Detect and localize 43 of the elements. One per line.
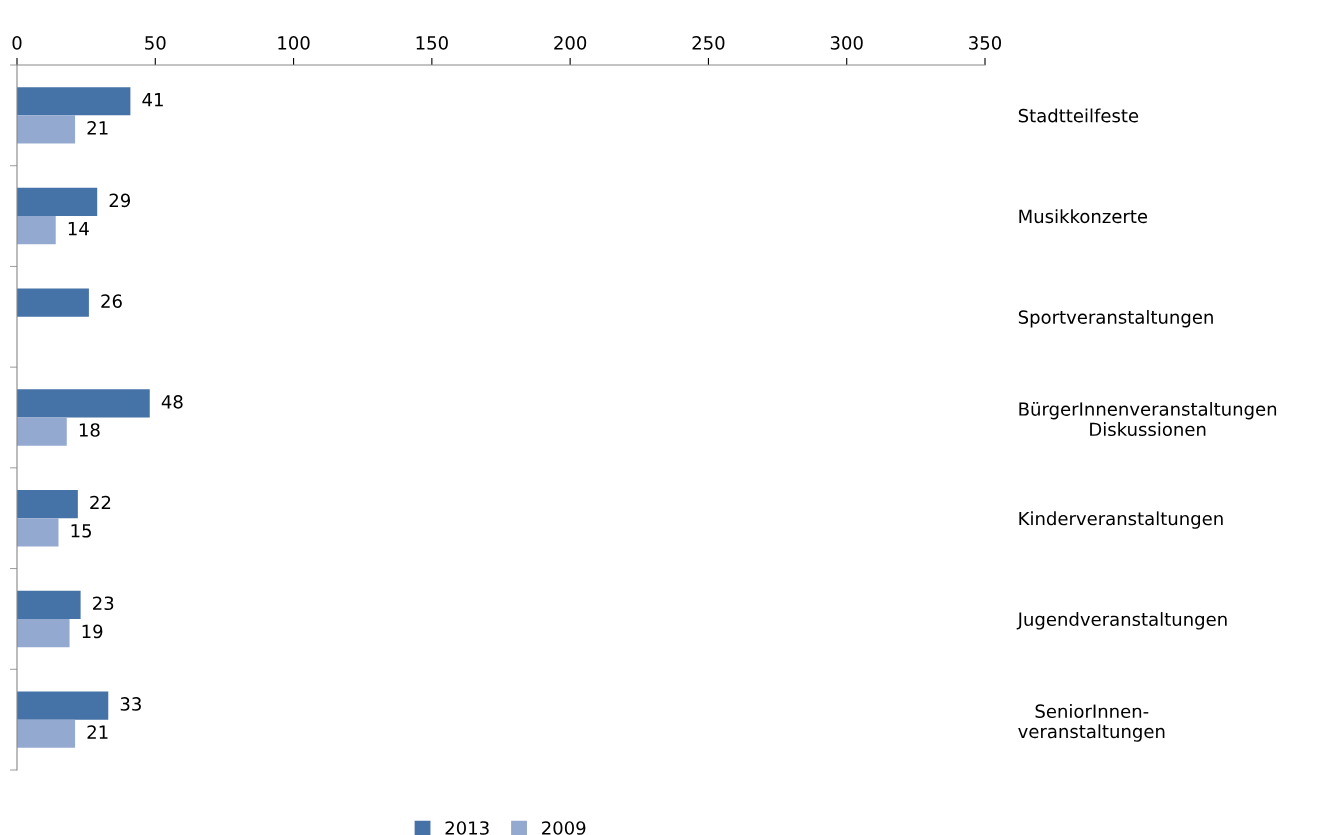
x-tick-label: 250 <box>692 36 725 50</box>
x-tick-label: 100 <box>278 36 310 50</box>
bar <box>17 518 59 547</box>
y-tick-label: Musikkonzerte <box>1019 209 1148 224</box>
y-tick-label: Kinderveranstaltungen <box>1019 511 1223 529</box>
bar <box>17 389 150 418</box>
data-label: 48 <box>161 394 183 409</box>
x-tick-label: 300 <box>830 36 863 50</box>
data-label: 29 <box>109 193 131 208</box>
x-tick-label: 200 <box>554 36 587 50</box>
bar <box>17 115 76 144</box>
data-label: 21 <box>87 121 108 135</box>
y-tick-label: BürgerInnenveranstaltungen Diskussionen <box>1019 401 1277 437</box>
data-label: 19 <box>82 624 103 639</box>
y-tick-label: Stadtteilfeste <box>1018 108 1139 123</box>
x-tick-label: 350 <box>969 36 1002 50</box>
x-tick-label: 50 <box>145 36 166 50</box>
bar <box>17 216 56 245</box>
bar <box>17 187 98 217</box>
data-label: 41 <box>142 93 163 107</box>
data-label: 26 <box>101 294 122 308</box>
x-tick-label: 150 <box>416 36 448 50</box>
data-label: 14 <box>68 221 89 236</box>
legend-label: 2009 <box>542 821 586 835</box>
bar <box>17 87 131 116</box>
data-label: 33 <box>120 697 141 711</box>
data-label: 23 <box>93 596 114 611</box>
y-tick-label: Jugendveranstaltungen <box>1016 612 1227 630</box>
data-label: 15 <box>71 524 91 538</box>
bar <box>17 618 70 648</box>
bar <box>17 719 76 748</box>
data-label: 21 <box>87 725 108 739</box>
y-tick-label: SeniorInnen- veranstaltungen <box>1018 704 1165 742</box>
data-label: 18 <box>79 423 100 437</box>
bar <box>17 490 78 519</box>
data-label: 22 <box>90 495 111 510</box>
bar <box>17 590 81 619</box>
bar <box>17 417 67 446</box>
bar <box>17 288 89 317</box>
legend-label: 2013 <box>445 821 489 835</box>
y-tick-label: Sportveranstaltungen <box>1018 309 1213 328</box>
x-tick-label: 0 <box>12 36 22 50</box>
bar <box>17 691 109 720</box>
